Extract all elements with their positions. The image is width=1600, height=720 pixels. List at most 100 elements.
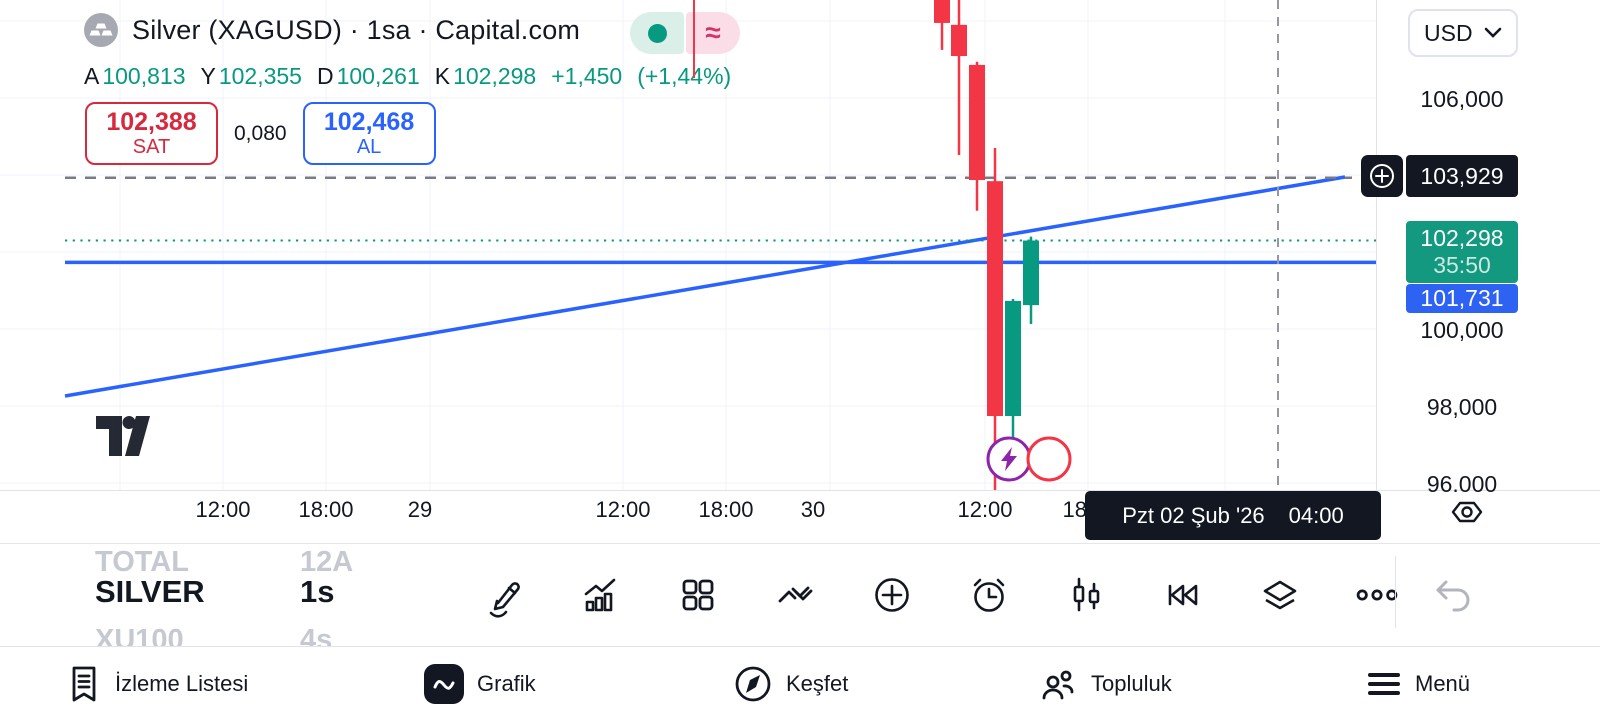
tool-icons [480,544,1401,646]
sell-button[interactable]: 102,388 SAT [85,102,218,165]
crosshair-time: 04:00 [1288,502,1344,528]
chart-wave-icon [424,664,464,704]
undo-icon[interactable] [1430,572,1476,618]
candle-body [969,64,985,181]
candle-body [951,24,967,57]
bottom-navigation: İzleme Listesi Grafik Keşfet [0,646,1600,720]
us-flag-event-icon[interactable] [1026,436,1600,532]
trendline-drawing[interactable] [64,175,1346,398]
indicators-icon[interactable] [577,571,625,619]
picker-symbol: XU100 [95,624,184,646]
more-dots-icon[interactable] [1353,571,1401,619]
add-circle-icon[interactable] [868,571,916,619]
picker-interval: 1s [300,574,335,609]
replay-rewind-icon[interactable] [1159,571,1207,619]
event-marker-line [693,0,695,78]
picker-row-selected[interactable]: SILVER 1s [95,574,334,610]
picker-symbol: TOTAL [95,546,189,578]
layers-icon[interactable] [1256,571,1304,619]
picker-interval: 12A [300,546,354,578]
draw-pen-icon[interactable] [480,571,528,619]
picker-symbol: SILVER [95,574,205,609]
candle-body [1023,240,1039,306]
y-axis-label: 106,000 [1420,85,1504,112]
currency-selector[interactable]: USD [1408,9,1518,57]
price-axis-border [1376,0,1377,532]
buy-button[interactable]: 102,468 AL [302,102,436,165]
spread-value: 0,080 [234,121,287,145]
x-axis-label: 12:00 [595,497,651,522]
crosshair-date-label: Pzt 02 Şub '26 04:00 [1085,491,1381,540]
buy-label: AL [356,136,382,159]
x-axis-label: 12:00 [957,497,1013,522]
currency-value: USD [1424,19,1473,46]
nav-label: Menü [1415,671,1471,696]
nav-label: İzleme Listesi [115,671,249,696]
market-status[interactable]: ≈ [630,12,740,54]
add-order-button[interactable] [1361,155,1403,197]
power-event-icon[interactable] [986,436,1032,482]
crosshair-date: Pzt 02 Şub '26 [1122,502,1265,528]
last-price-label: 102,298 35:50 [1406,221,1518,283]
sell-label: SAT [132,136,171,159]
candle-body [934,0,950,23]
close-value: 102,298 [453,63,537,89]
chart-toolbar: TOTAL 12A SILVER 1s XU100 4s [0,544,1600,646]
compass-icon [733,664,773,704]
drawing-price-label: 101,731 [1406,284,1518,313]
layout-grid-icon[interactable] [674,571,722,619]
tradingview-watermark [95,415,159,457]
open-value: 100,813 [102,63,186,89]
nav-community[interactable]: Topluluk [1038,647,1172,720]
open-label: A [84,63,100,89]
nav-menu[interactable]: Menü [1366,647,1470,720]
last-price-value: 102,298 [1420,225,1504,251]
alert-clock-icon[interactable] [965,571,1013,619]
divider [0,543,1600,544]
picker-interval: 4s [300,624,333,646]
x-axis-label: 29 [407,497,433,522]
symbol-header[interactable]: Silver (XAGUSD) · 1sa · Capital.com [82,11,580,49]
y-axis-label: 98,000 [1426,394,1498,420]
candle-body [987,181,1003,417]
sell-price: 102,388 [106,108,197,137]
candle-body [1005,300,1021,417]
price-scale-settings-icon[interactable] [1450,495,1484,529]
hamburger-icon [1366,668,1402,700]
buy-price: 102,468 [323,108,415,137]
nav-explore[interactable]: Keşfet [733,647,848,720]
low-value: 100,261 [336,63,420,89]
chart-type-candles-icon[interactable] [1062,571,1110,619]
y-axis-label: 96.000 [1426,471,1498,497]
nav-label: Keşfet [786,671,849,696]
symbol-interval-picker[interactable]: TOTAL 12A SILVER 1s XU100 4s [0,544,420,646]
picker-row-prev[interactable]: TOTAL 12A [95,546,353,579]
change-value: +1,450 [551,63,623,89]
approx-delayed-icon: ≈ [686,12,740,54]
x-axis-label: 12:00 [195,497,251,522]
people-icon [1038,664,1078,704]
picker-row-next[interactable]: XU100 4s [95,624,332,646]
y-axis-label: 100,000 [1420,317,1504,343]
close-label: K [434,63,451,89]
plot-area [0,0,1376,490]
high-value: 102,355 [218,63,302,89]
compare-icon[interactable] [771,571,819,619]
order-price-label: 103,929 [1406,155,1518,197]
price-chart[interactable] [0,0,1600,532]
high-label: Y [200,63,216,89]
silver-ingots-icon [82,11,120,49]
toolbar-divider [1395,556,1396,628]
nav-label: Topluluk [1091,671,1172,696]
nav-chart[interactable]: Grafik [424,647,536,720]
trade-buttons: 102,388 SAT 0,080 102,468 AL [85,102,436,165]
chevron-down-icon [1484,27,1502,39]
time-axis-border [0,490,1600,491]
x-axis-label: 30 [800,497,826,522]
symbol-title: Silver (XAGUSD) · 1sa · Capital.com [132,14,581,45]
bar-countdown: 35:50 [1433,252,1491,278]
watchlist-icon [66,664,102,704]
nav-watchlist[interactable]: İzleme Listesi [66,647,248,720]
